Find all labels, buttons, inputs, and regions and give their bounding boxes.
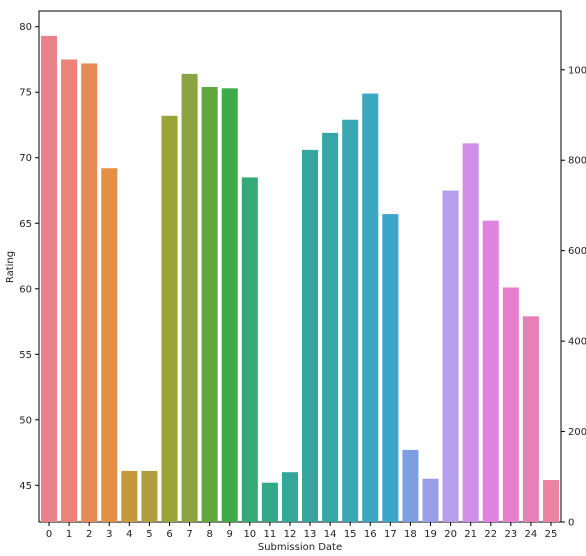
x-tick-label: 12: [284, 529, 297, 540]
x-tick-label: 14: [324, 529, 337, 540]
bar-19: [422, 478, 439, 522]
x-tick-label: 5: [146, 529, 152, 540]
x-tick-label: 9: [227, 529, 233, 540]
x-tick-label: 25: [545, 529, 558, 540]
x-tick-label: 13: [304, 529, 317, 540]
x-tick-label: 22: [484, 529, 497, 540]
x-tick-label: 4: [126, 529, 132, 540]
bars-group: [41, 35, 559, 523]
y2-tick-label: 400: [568, 337, 586, 348]
bar-2: [81, 63, 98, 522]
x-tick-label: 16: [364, 529, 377, 540]
bar-14: [322, 132, 339, 522]
x-axis-ticks: 0 1 2 3 4 5 6 7 8 9 10 11 12 13 14 15 16 17 18 19 20 21 22 23 24…: [46, 522, 557, 540]
y-tick-label: 70: [19, 153, 32, 164]
x-tick-label: 10: [243, 529, 256, 540]
x-tick-label: 1: [66, 529, 72, 540]
y2-tick-label: 800: [568, 156, 586, 167]
y-tick-label: 55: [19, 350, 32, 361]
bar-9: [221, 88, 238, 522]
y-tick-label: 65: [19, 219, 32, 230]
bar-22: [482, 220, 499, 522]
bar-21: [462, 143, 479, 522]
bar-17: [382, 214, 399, 522]
y-tick-label: 80: [19, 22, 32, 33]
x-tick-label: 23: [504, 529, 517, 540]
bar-10: [241, 177, 258, 522]
y2-tick-label: 0: [568, 518, 574, 529]
x-tick-label: 17: [384, 529, 397, 540]
bar-25: [542, 480, 559, 522]
x-axis-label: Submission Date: [258, 542, 342, 553]
x-tick-label: 6: [166, 529, 172, 540]
y-axis-ticks: 45 50 55 60 65 70 75 80: [19, 22, 39, 492]
y-tick-label: 45: [19, 481, 32, 492]
x-tick-label: 19: [424, 529, 437, 540]
bar-3: [101, 168, 118, 523]
bar-11: [261, 482, 278, 522]
x-tick-label: 18: [404, 529, 417, 540]
x-tick-label: 15: [344, 529, 357, 540]
bar-12: [281, 472, 298, 522]
x-tick-label: 7: [186, 529, 192, 540]
y-tick-label: 75: [19, 88, 32, 99]
bar-8: [201, 86, 218, 523]
bar-18: [402, 449, 419, 522]
x-tick-label: 0: [46, 529, 52, 540]
y-tick-label: 50: [19, 415, 32, 426]
y-axis-label: Rating: [5, 251, 16, 283]
bar-20: [442, 190, 459, 522]
x-tick-label: 3: [106, 529, 112, 540]
bar-15: [342, 119, 359, 522]
x-tick-label: 2: [86, 529, 92, 540]
x-tick-label: 20: [444, 529, 457, 540]
y-tick-label: 60: [19, 284, 32, 295]
bar-0: [41, 35, 58, 522]
bar-6: [161, 115, 178, 522]
x-tick-label: 21: [464, 529, 477, 540]
bar-16: [362, 93, 379, 523]
bar-5: [141, 470, 158, 522]
x-tick-label: 11: [264, 529, 277, 540]
bar-1: [61, 59, 78, 522]
bar-13: [302, 149, 319, 522]
x-tick-label: 24: [525, 529, 538, 540]
x-tick-label: 8: [206, 529, 212, 540]
bar-7: [181, 73, 198, 522]
bar-4: [121, 470, 138, 522]
y2-tick-label: 200: [568, 427, 586, 438]
bar-23: [502, 287, 519, 522]
y2-tick-label: 600: [568, 246, 586, 257]
bar-24: [522, 316, 539, 522]
